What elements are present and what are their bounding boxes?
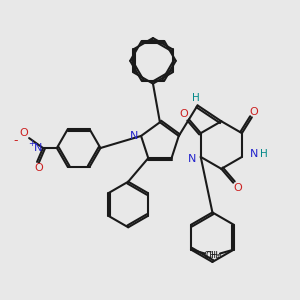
- Text: +: +: [28, 139, 34, 148]
- Text: O: O: [35, 163, 44, 173]
- Text: CH₃: CH₃: [206, 251, 222, 260]
- Text: N: N: [34, 143, 42, 153]
- Text: O: O: [179, 109, 188, 119]
- Text: O: O: [234, 183, 243, 193]
- Text: N: N: [130, 131, 138, 141]
- Text: -: -: [13, 134, 17, 147]
- Text: O: O: [249, 107, 258, 117]
- Text: H: H: [192, 94, 200, 103]
- Text: N: N: [250, 149, 258, 159]
- Text: N: N: [188, 154, 196, 164]
- Text: CH₃: CH₃: [204, 251, 220, 260]
- Text: H: H: [260, 149, 268, 159]
- Text: O: O: [20, 128, 28, 138]
